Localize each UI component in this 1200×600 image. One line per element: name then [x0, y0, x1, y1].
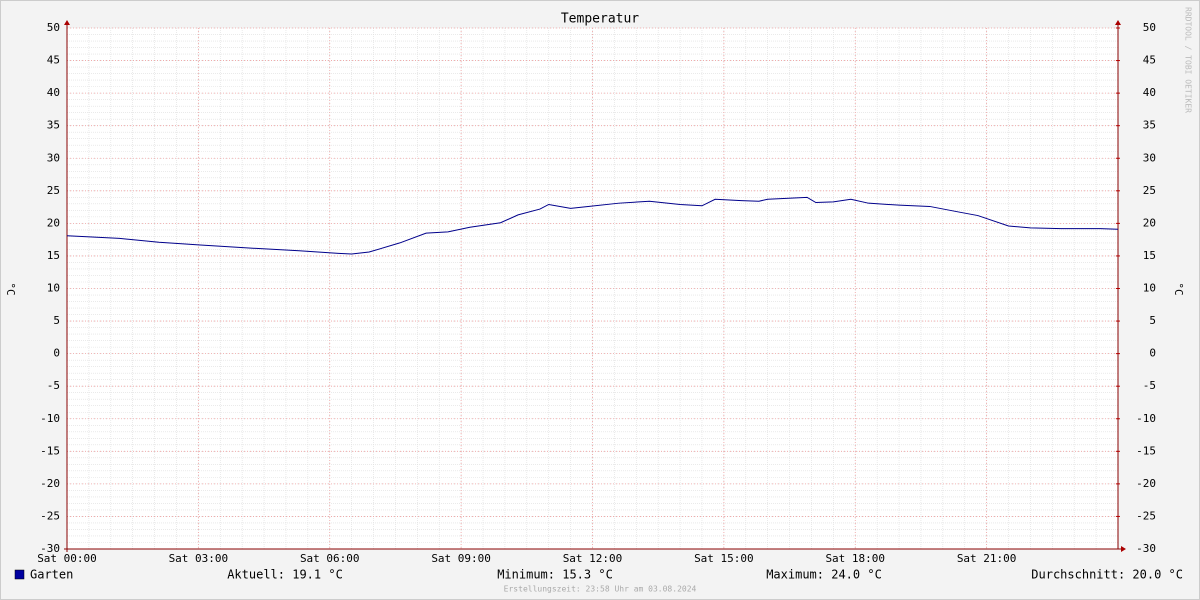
y-tick-label: -25	[40, 509, 60, 522]
x-tick-label: Sat 06:00	[300, 552, 360, 565]
y-tick-label: 20	[47, 216, 60, 229]
y-tick-label: 45	[47, 54, 60, 67]
x-tick-label: Sat 18:00	[825, 552, 885, 565]
y2-tick-label: 40	[1143, 86, 1156, 99]
series-line	[66, 196, 1119, 255]
y-tick-label: 50	[47, 21, 60, 34]
legend: Garten Aktuell: 19.1 °C Minimum: 15.3 °C…	[14, 568, 1183, 582]
stat: Durchschnitt: 20.0 °C	[1031, 568, 1183, 582]
x-tick-label: Sat 21:00	[957, 552, 1017, 565]
y2-tick-label: -15	[1136, 444, 1156, 457]
y2-axis-label: °C	[1172, 282, 1185, 295]
y-tick-label: -15	[40, 444, 60, 457]
y2-tick-label: 15	[1143, 249, 1156, 262]
x-tick-label: Sat 03:00	[169, 552, 229, 565]
y2-tick-label: -25	[1136, 509, 1156, 522]
stat: Maximum: 24.0 °C	[766, 568, 882, 582]
y-tick-label: 15	[47, 249, 60, 262]
legend-swatch	[14, 569, 25, 580]
arrow	[64, 20, 70, 25]
y-tick-label: 40	[47, 86, 60, 99]
y2-tick-label: -20	[1136, 477, 1156, 490]
stat: Minimum: 15.3 °C	[497, 568, 613, 582]
y2-tick-label: -5	[1143, 379, 1156, 392]
y2-tick-label: -10	[1136, 412, 1156, 425]
y2-tick-label: 10	[1143, 282, 1156, 295]
x-tick-label: Sat 15:00	[694, 552, 754, 565]
y-tick-label: 25	[47, 184, 60, 197]
y-tick-label: -5	[47, 379, 60, 392]
y2-tick-label: 35	[1143, 119, 1156, 132]
chart-title: Temperatur	[561, 12, 639, 27]
y2-tick-label: 50	[1143, 21, 1156, 34]
y-tick-label: 30	[47, 151, 60, 164]
stat: Aktuell: 19.1 °C	[227, 568, 343, 582]
x-tick-label: Sat 00:00	[37, 552, 97, 565]
grid	[66, 27, 1119, 550]
y-tick-label: 5	[53, 314, 60, 327]
y-tick-label: 0	[53, 347, 60, 360]
y2-tick-label: 20	[1143, 216, 1156, 229]
y2-tick-label: 45	[1143, 54, 1156, 67]
x-tick-label: Sat 12:00	[563, 552, 623, 565]
y-tick-label: -30	[40, 542, 60, 555]
y2-tick-label: 0	[1149, 347, 1156, 360]
y-tick-label: 35	[47, 119, 60, 132]
y2-tick-label: 25	[1143, 184, 1156, 197]
y2-tick-label: 5	[1149, 314, 1156, 327]
x-tick-label: Sat 09:00	[431, 552, 491, 565]
y2-tick-label: 30	[1143, 151, 1156, 164]
arrow	[1115, 20, 1121, 25]
y-axis-label: °C	[4, 282, 17, 295]
watermark: RRDTOOL / TOBI OETIKER	[1184, 7, 1193, 113]
y-tick-label: 10	[47, 282, 60, 295]
arrow	[1121, 546, 1126, 552]
y-tick-label: -10	[40, 412, 60, 425]
y2-tick-label: -30	[1136, 542, 1156, 555]
legend-label: Garten	[30, 568, 73, 582]
y-tick-label: -20	[40, 477, 60, 490]
footer: Erstellungszeit: 23:58 Uhr am 03.08.2024	[504, 585, 697, 594]
